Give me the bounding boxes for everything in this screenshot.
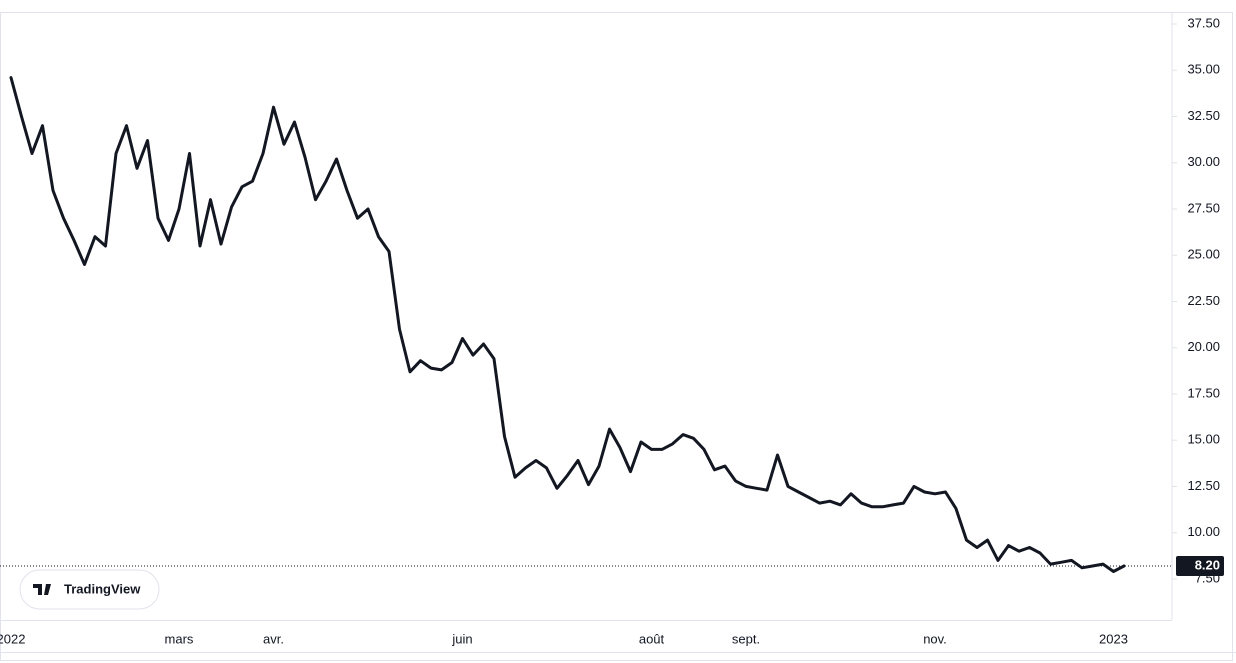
x-tick-label: mars (165, 631, 194, 646)
y-tick-label: 30.00 (1187, 154, 1220, 169)
x-tick-label: avr. (263, 631, 284, 646)
plot (0, 76, 1172, 573)
watermark: TradingView (19, 569, 160, 610)
y-tick-label: 35.00 (1187, 62, 1220, 77)
y-tick-label: 20.00 (1187, 339, 1220, 354)
y-tick-label: 37.50 (1187, 15, 1220, 30)
x-tick-label: sept. (732, 631, 760, 646)
watermark-logo (33, 584, 51, 595)
x-tick-label: juin (451, 631, 472, 646)
y-tick-label: 32.50 (1187, 108, 1220, 123)
frame (0, 12, 1233, 661)
price-line (9, 76, 1126, 573)
y-tick-label: 22.50 (1187, 293, 1220, 308)
y-tick-label: 15.00 (1187, 432, 1220, 447)
x-tick-label: 2023 (1099, 631, 1128, 646)
last-price-box (1176, 555, 1224, 576)
x-tick-label: 2022 (0, 631, 25, 646)
y-tick-label: 10.00 (1187, 524, 1220, 539)
last-price-label: 8.20 (1195, 557, 1220, 572)
y-tick-label: 25.00 (1187, 247, 1220, 262)
watermark-badge (19, 569, 160, 610)
y-tick-label: 27.50 (1187, 200, 1220, 215)
x-tick-label: nov. (923, 631, 947, 646)
y-tick-label: 17.50 (1187, 385, 1220, 400)
watermark-text: TradingView (64, 581, 141, 596)
y-tick-label: 12.50 (1187, 478, 1220, 493)
x-tick-label: août (639, 631, 665, 646)
